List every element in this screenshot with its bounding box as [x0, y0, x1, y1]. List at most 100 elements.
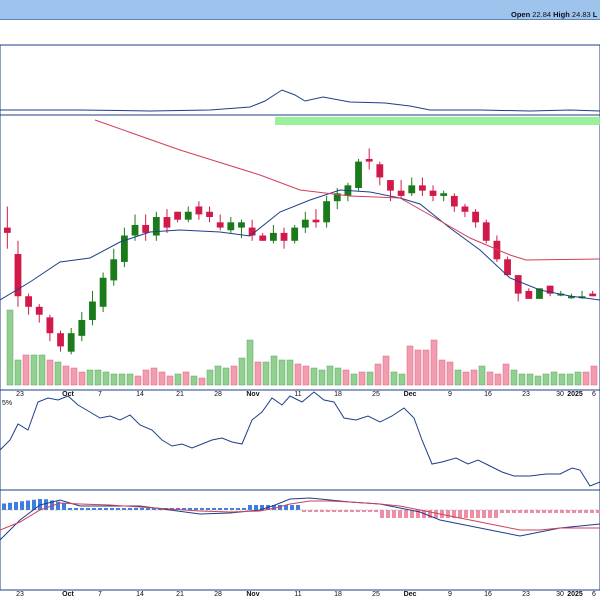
macd-histogram-bar [482, 510, 486, 518]
macd-signal-line [0, 500, 600, 531]
candle-body [25, 296, 33, 307]
x-tick-label: Dec [404, 391, 417, 398]
x-tick-label: 21 [176, 391, 184, 398]
macd-histogram-bar [206, 508, 210, 510]
candle-body [482, 222, 490, 241]
candle-body [110, 259, 118, 281]
volume-bar [46, 359, 54, 386]
volume-bar [206, 369, 214, 386]
volume-bar [430, 339, 438, 386]
macd-histogram-bar [500, 510, 504, 513]
macd-histogram-bar [194, 508, 198, 510]
x-tick-label: Oct [62, 391, 74, 398]
candle-body [35, 306, 43, 315]
macd-histogram-bar [542, 510, 546, 513]
volume-bar [190, 375, 198, 386]
x-tick-label: 2025 [567, 391, 583, 398]
volume-bar [86, 369, 94, 386]
macd-histogram-bar [386, 510, 390, 518]
candle-body [57, 333, 64, 347]
macd-histogram-bar [56, 501, 60, 510]
x-tick-label-bottom: 21 [176, 591, 184, 598]
macd-histogram-bar [302, 510, 306, 512]
volume-bar [222, 367, 230, 386]
macd-histogram-bar [566, 510, 570, 513]
macd-histogram-bar [398, 510, 402, 518]
x-tick-label-bottom: 7 [98, 591, 102, 598]
x-tick-label-bottom: 2025 [567, 591, 583, 598]
macd-histogram-bar [596, 510, 600, 513]
macd-histogram-bar [92, 508, 96, 510]
x-tick-label-bottom: 18 [334, 591, 342, 598]
volume-bar [254, 361, 262, 386]
macd-histogram-bar [236, 508, 240, 510]
macd-histogram-bar [368, 510, 372, 512]
candle-body [89, 301, 96, 320]
macd-histogram-bar [332, 510, 336, 512]
candle-body [131, 224, 139, 236]
volume-bar [406, 345, 414, 386]
macd-histogram-bar [62, 502, 66, 510]
candle-body [536, 288, 543, 299]
volume-bar [278, 359, 286, 386]
volume-bar [70, 367, 78, 386]
candle-body [525, 290, 533, 299]
candle-body [408, 185, 416, 194]
candle-body [248, 227, 256, 236]
volume-bar [486, 371, 494, 386]
macd-histogram-bar [50, 500, 54, 510]
macd-histogram-bar [344, 510, 348, 512]
volume-bar [134, 375, 142, 386]
volume-bar [270, 355, 278, 386]
high-value: 24.83 [571, 10, 591, 19]
candle-body [291, 227, 299, 241]
macd-histogram-bar [128, 508, 132, 510]
macd-histogram-bar [464, 510, 468, 518]
volume-bar [350, 373, 358, 386]
volume-bar [446, 361, 454, 386]
candle-body [301, 219, 309, 228]
macd-histogram-bar [200, 508, 204, 510]
candle-body [323, 201, 331, 223]
macd-histogram-bar [182, 508, 186, 510]
x-tick-label-bottom: 9 [448, 591, 452, 598]
volume-bar [534, 375, 542, 386]
volume-bar [582, 371, 590, 386]
candle-body [238, 222, 245, 228]
macd-line [0, 497, 600, 541]
candle-body [418, 185, 426, 191]
candle-body [514, 275, 522, 294]
x-tick-label-bottom: Nov [246, 591, 259, 598]
macd-histogram-bar [116, 508, 120, 510]
volume-bar [454, 369, 462, 386]
volume-bar [342, 369, 350, 386]
macd-histogram-bar [8, 502, 12, 510]
macd-histogram-bar [380, 510, 384, 518]
price-panel [0, 114, 600, 391]
candle-body [397, 190, 405, 196]
macd-histogram-bar [470, 510, 474, 518]
stock-chart: 23 23 Oct Oct 7 7 14 14 21 21 28 28 Nov Nov 11 11 18 18 25… [0, 44, 600, 598]
candle-body [493, 240, 501, 260]
x-tick-label: 9 [448, 391, 452, 398]
x-tick-label-bottom: Oct [62, 591, 74, 598]
chart-header: Open 22.84 High 24.83 L [0, 0, 600, 20]
macd-histogram-bar [218, 508, 222, 510]
macd-histogram-bar [518, 510, 522, 513]
macd-histogram-bar [326, 510, 330, 512]
macd-histogram-bar [284, 505, 288, 510]
macd-histogram-bar [338, 510, 342, 512]
macd-histogram-bar [434, 510, 438, 518]
macd-histogram-bar [272, 505, 276, 510]
candle-body [589, 293, 597, 297]
price-volume-overview-panel [0, 44, 600, 118]
macd-histogram-bar [248, 505, 252, 510]
x-tick-label-bottom: 16 [484, 591, 492, 598]
volume-bar [6, 309, 14, 386]
macd-histogram-bar [356, 510, 360, 512]
candle-body [174, 211, 182, 220]
candle-body [504, 259, 511, 276]
macd-histogram-bar [476, 510, 480, 518]
x-tick-label-bottom: Dec [404, 591, 417, 598]
candle-body [78, 320, 86, 336]
